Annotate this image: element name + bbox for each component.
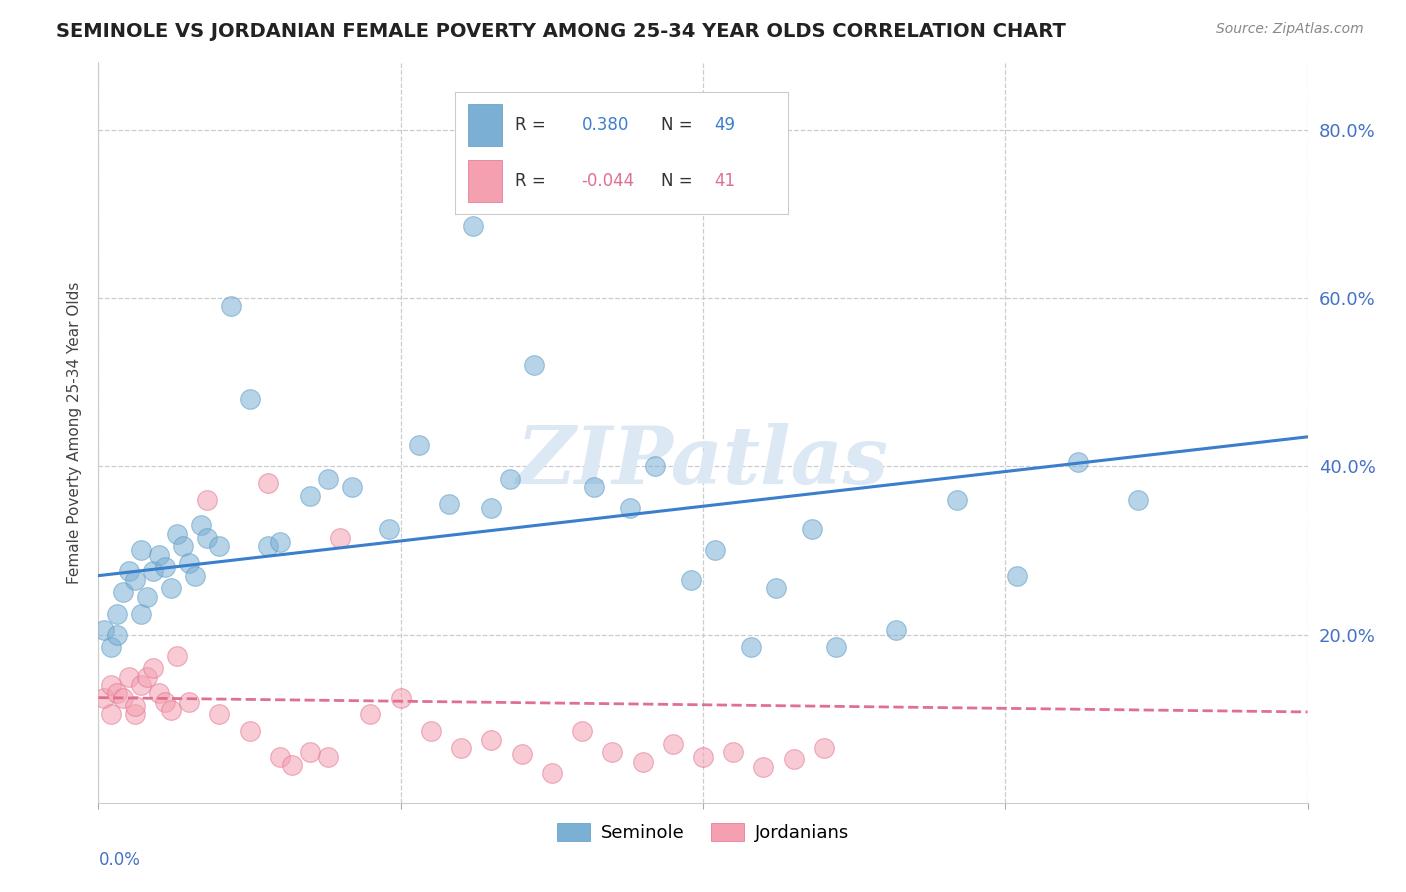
Text: ZIPatlas: ZIPatlas [517, 424, 889, 501]
Point [783, 752, 806, 766]
Point [195, 531, 218, 545]
Point [135, 590, 157, 604]
Point [100, 640, 122, 655]
Point [679, 573, 702, 587]
Point [166, 526, 188, 541]
Point [111, 690, 134, 705]
Point [190, 518, 212, 533]
Point [510, 747, 533, 761]
Point [124, 699, 146, 714]
Point [142, 565, 165, 579]
Point [208, 539, 231, 553]
Point [239, 724, 262, 739]
Point [281, 758, 304, 772]
Point [946, 492, 969, 507]
Point [420, 724, 443, 739]
Text: 0.0%: 0.0% [98, 851, 141, 869]
Point [105, 686, 128, 700]
Point [571, 724, 593, 739]
Point [184, 568, 207, 582]
Point [195, 492, 218, 507]
Point [221, 300, 243, 314]
Point [135, 670, 157, 684]
Point [179, 695, 201, 709]
Point [498, 472, 520, 486]
Point [269, 749, 291, 764]
Point [408, 438, 430, 452]
Point [752, 760, 775, 774]
Point [179, 556, 201, 570]
Point [437, 497, 460, 511]
Point [765, 581, 787, 595]
Point [153, 695, 176, 709]
Point [142, 661, 165, 675]
Point [256, 539, 278, 553]
Point [1007, 568, 1029, 582]
Point [118, 670, 141, 684]
Y-axis label: Female Poverty Among 25-34 Year Olds: Female Poverty Among 25-34 Year Olds [67, 282, 83, 583]
Point [342, 480, 364, 494]
Point [316, 472, 339, 486]
Point [118, 565, 141, 579]
Point [740, 640, 762, 655]
Point [316, 749, 339, 764]
Point [540, 766, 562, 780]
Point [463, 219, 485, 234]
Point [800, 522, 823, 536]
Point [100, 678, 122, 692]
Point [153, 560, 176, 574]
Point [481, 501, 503, 516]
Point [148, 686, 170, 700]
Point [256, 476, 278, 491]
Point [111, 585, 134, 599]
Point [360, 707, 382, 722]
Point [661, 737, 683, 751]
Point [129, 678, 152, 692]
Point [704, 543, 727, 558]
Point [269, 535, 291, 549]
Point [377, 522, 399, 536]
Point [239, 392, 262, 406]
Point [602, 745, 624, 759]
Text: Source: ZipAtlas.com: Source: ZipAtlas.com [1216, 22, 1364, 37]
Point [129, 607, 152, 621]
Point [129, 543, 152, 558]
Point [825, 640, 848, 655]
Point [886, 624, 908, 638]
Point [208, 707, 231, 722]
Point [160, 703, 183, 717]
Point [1067, 455, 1090, 469]
Point [692, 749, 714, 764]
Point [329, 531, 352, 545]
Text: SEMINOLE VS JORDANIAN FEMALE POVERTY AMONG 25-34 YEAR OLDS CORRELATION CHART: SEMINOLE VS JORDANIAN FEMALE POVERTY AMO… [56, 22, 1066, 41]
Point [1128, 492, 1150, 507]
Point [299, 489, 322, 503]
Point [172, 539, 194, 553]
Point [93, 690, 115, 705]
Point [124, 573, 146, 587]
Point [450, 741, 472, 756]
Point [148, 548, 170, 562]
Point [481, 732, 503, 747]
Point [100, 707, 122, 722]
Point [299, 745, 322, 759]
Point [105, 627, 128, 641]
Point [160, 581, 183, 595]
Point [105, 607, 128, 621]
Point [166, 648, 188, 663]
Point [644, 459, 666, 474]
Point [583, 480, 606, 494]
Point [124, 707, 146, 722]
Legend: Seminole, Jordanians: Seminole, Jordanians [550, 815, 856, 849]
Point [723, 745, 745, 759]
Point [93, 624, 115, 638]
Point [389, 690, 412, 705]
Point [813, 741, 835, 756]
Point [619, 501, 641, 516]
Point [631, 756, 654, 770]
Point [523, 359, 546, 373]
